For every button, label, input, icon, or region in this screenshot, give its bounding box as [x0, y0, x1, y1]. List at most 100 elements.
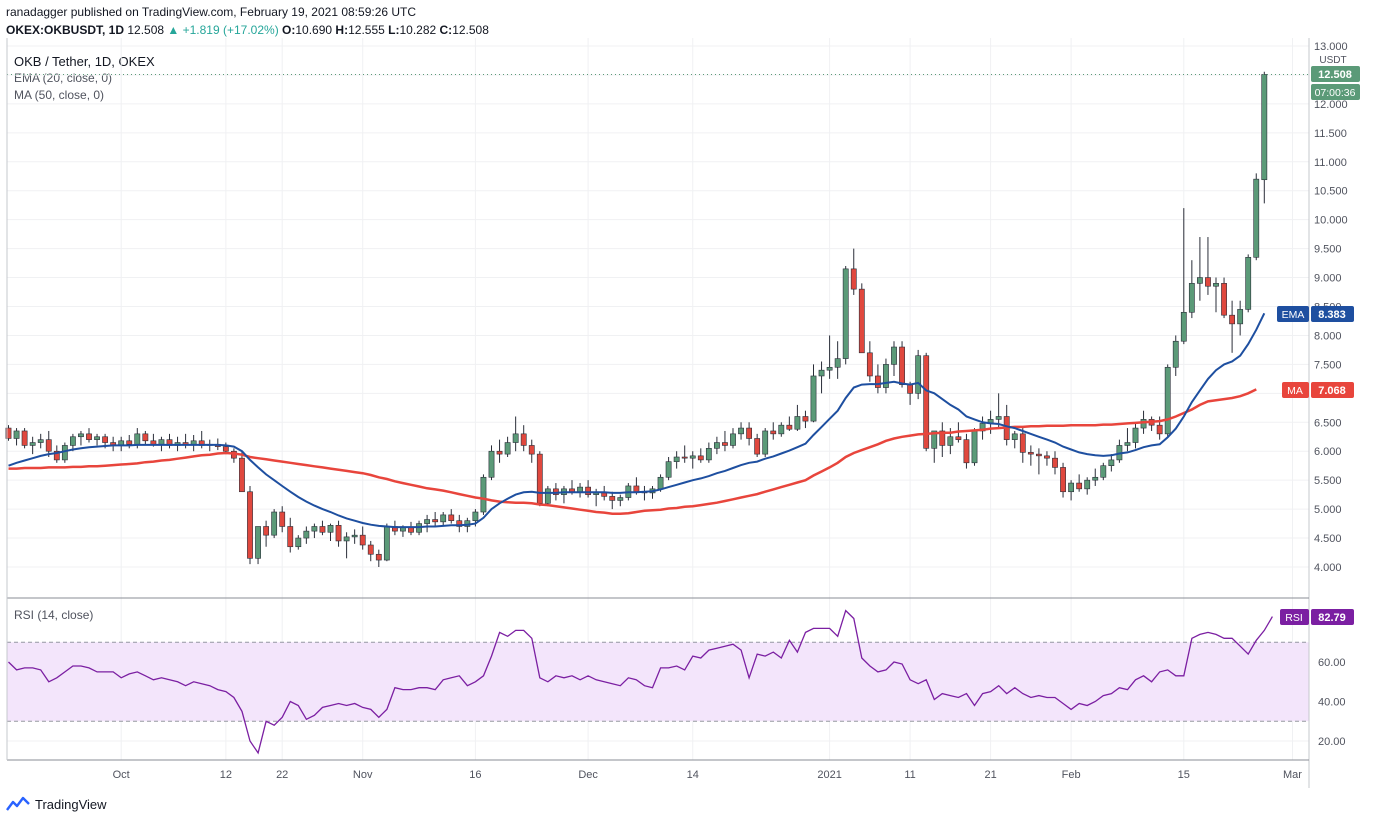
candle	[1068, 480, 1074, 501]
candle-body-down	[367, 544, 374, 555]
candle	[866, 341, 873, 382]
candle	[641, 485, 648, 501]
candle	[722, 430, 728, 452]
candle-body-down	[633, 485, 640, 493]
ema-badge: EMA 8.383	[1277, 306, 1354, 322]
candle-body-down	[770, 430, 777, 435]
candle	[1172, 335, 1179, 376]
candle	[778, 422, 785, 437]
candle	[713, 436, 720, 455]
legend-rsi[interactable]: RSI (14, close)	[14, 608, 94, 622]
candle-body-up	[544, 488, 551, 504]
candle-body-up	[1172, 340, 1179, 368]
rsi-badge-label-bg	[1280, 609, 1309, 625]
candle	[899, 341, 905, 388]
candle	[110, 436, 117, 452]
ma-line	[8, 388, 1257, 515]
candle-body-up	[995, 416, 1002, 420]
candle	[1205, 237, 1211, 295]
candle	[78, 430, 84, 446]
candle	[552, 483, 559, 501]
candle	[327, 523, 334, 541]
candle	[754, 433, 761, 458]
candle	[544, 485, 551, 507]
price-tick-label: 4.000	[1314, 562, 1342, 574]
candle-body-up	[673, 456, 680, 462]
price-tick-label: 10.500	[1314, 186, 1348, 198]
candle	[1229, 300, 1235, 353]
candle-body-up	[158, 439, 165, 445]
time-tick-label: 12	[220, 769, 232, 781]
rsi-badge: RSI 82.79	[1280, 609, 1354, 625]
candle	[649, 485, 656, 499]
time-axis[interactable]: Oct 12 22 Nov 16 Dec 14 2021 11 21 Feb 15 Mar	[113, 769, 1303, 781]
candle-body-down	[126, 440, 133, 445]
candle-body-down	[5, 427, 12, 439]
candle	[1237, 300, 1244, 336]
price-tick-label: 12.000	[1314, 99, 1348, 111]
candle-body-up	[94, 436, 100, 440]
candle	[810, 364, 817, 423]
time-tick-label: 2021	[817, 769, 841, 781]
candle-body-down	[585, 486, 591, 495]
candle	[432, 512, 439, 527]
legend-ma[interactable]: MA (50, close, 0)	[14, 88, 105, 102]
candle	[1180, 208, 1187, 345]
price-tick-label: 6.500	[1314, 417, 1342, 429]
candle-body-down	[1156, 424, 1163, 435]
price-tick-label: 5.500	[1314, 475, 1342, 487]
candle-body-down	[697, 455, 704, 461]
candle-body-up	[689, 455, 696, 459]
candle	[303, 526, 310, 544]
candle	[931, 430, 938, 463]
candle	[408, 521, 414, 536]
candle	[1116, 439, 1123, 463]
candle-body-down	[1019, 433, 1026, 453]
candle	[496, 439, 503, 463]
rsi-axis[interactable]: 60.00 40.00 20.00	[1318, 657, 1346, 748]
candle-body-up	[190, 440, 197, 445]
candle-body-down	[520, 433, 527, 446]
last-price-badge: 12.508	[1311, 66, 1360, 82]
rsi-badge-value-bg	[1311, 609, 1354, 625]
candle-body-up	[577, 486, 583, 493]
candle	[528, 439, 535, 463]
candle	[762, 428, 769, 458]
high-value: 12.555	[348, 23, 385, 37]
candle-body-up	[947, 436, 954, 446]
candle-body-down	[681, 456, 688, 459]
candle	[504, 436, 511, 458]
time-tick-label: Mar	[1283, 769, 1302, 781]
candle-body-up	[440, 514, 447, 523]
candle-body-down	[319, 526, 326, 533]
publisher-line: ranadagger published on TradingView.com,…	[6, 5, 417, 19]
last-value: 12.508	[127, 23, 165, 37]
low-value: 10.282	[399, 23, 437, 37]
candle	[786, 416, 793, 431]
candle-body-up	[971, 430, 978, 464]
time-tick-label: Dec	[578, 769, 598, 781]
candle-body-up	[424, 519, 430, 524]
candle-body-up	[665, 461, 672, 478]
ma-badge-value-bg	[1311, 382, 1354, 398]
candle-body-up	[794, 416, 801, 430]
candle	[1036, 448, 1042, 475]
price-tick-label: 11.500	[1314, 128, 1347, 140]
candle	[1108, 454, 1115, 472]
time-tick-label: Nov	[353, 769, 373, 781]
candle-body-up	[810, 375, 817, 422]
candle	[343, 532, 350, 559]
candle-body-up	[512, 433, 519, 443]
candle	[118, 436, 125, 452]
candle-body-down	[963, 439, 970, 464]
candle-body-up	[762, 430, 769, 455]
candle-body-up	[351, 534, 358, 538]
candle	[1124, 428, 1131, 452]
tradingview-brand[interactable]: TradingView	[6, 796, 107, 812]
candle-body-up	[1132, 427, 1139, 443]
candle-body-down	[1205, 277, 1211, 287]
candle-body-down	[150, 440, 157, 445]
candle	[681, 445, 688, 463]
candle	[1197, 237, 1203, 301]
